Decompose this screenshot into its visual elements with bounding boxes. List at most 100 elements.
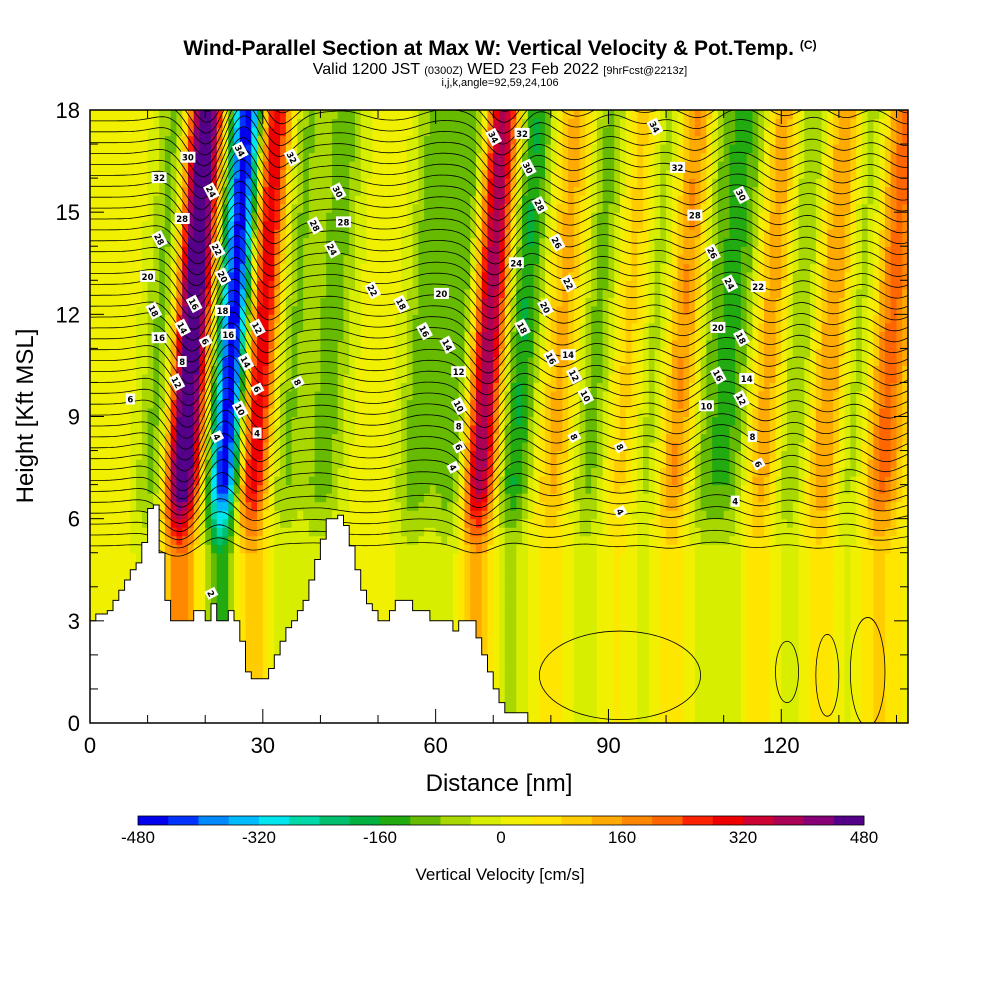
velocity-cell: [314, 246, 322, 256]
velocity-cell: [245, 527, 252, 537]
velocity-cell: [406, 246, 414, 256]
velocity-cell: [216, 220, 224, 230]
velocity-cell: [268, 637, 275, 647]
velocity-cell: [383, 467, 391, 477]
velocity-cell: [360, 501, 368, 511]
velocity-cell: [187, 263, 195, 273]
velocity-cell: [118, 348, 126, 358]
velocity-cell: [141, 433, 149, 443]
velocity-cell: [251, 271, 258, 281]
velocity-cell: [354, 322, 362, 332]
velocity-cell: [107, 331, 114, 341]
velocity-cell: [234, 578, 241, 588]
velocity-cell: [354, 382, 362, 392]
velocity-cell: [187, 603, 195, 613]
velocity-cell: [372, 254, 379, 264]
velocity-cell: [285, 459, 293, 469]
velocity-cell: [331, 288, 339, 298]
velocity-cell: [262, 305, 270, 315]
velocity-cell: [187, 569, 195, 579]
velocity-cell: [262, 467, 270, 477]
velocity-cell: [210, 501, 218, 511]
velocity-cell: [268, 382, 275, 392]
velocity-cell: [354, 152, 362, 162]
velocity-cell: [475, 450, 483, 460]
velocity-cell: [418, 373, 425, 384]
velocity-cell: [274, 646, 281, 656]
velocity-cell: [141, 297, 149, 307]
velocity-cell: [418, 433, 425, 443]
velocity-cell: [164, 425, 172, 435]
velocity-cell: [343, 178, 350, 188]
velocity-cell: [193, 459, 201, 469]
velocity-cell: [297, 603, 304, 613]
velocity-cell: [378, 595, 385, 605]
velocity-cell: [291, 373, 298, 384]
velocity-cell: [193, 373, 201, 384]
velocity-cell: [107, 144, 114, 154]
velocity-cell: [475, 365, 483, 375]
velocity-cell: [314, 450, 322, 460]
velocity-cell: [113, 110, 120, 120]
velocity-cell: [262, 629, 270, 639]
velocity-cell: [285, 407, 293, 418]
velocity-cell: [182, 442, 189, 452]
velocity-cell: [458, 518, 466, 528]
velocity-cell: [481, 518, 489, 528]
velocity-cell: [141, 169, 149, 179]
velocity-cell: [153, 271, 160, 281]
velocity-cell: [349, 314, 356, 324]
velocity-cell: [274, 365, 281, 375]
velocity-cell: [447, 348, 454, 358]
velocity-cell: [372, 425, 379, 435]
velocity-cell: [441, 297, 448, 307]
velocity-cell: [481, 348, 489, 358]
velocity-cell: [216, 399, 224, 409]
velocity-cell: [124, 254, 131, 264]
velocity-cell: [257, 595, 264, 605]
velocity-cell: [441, 476, 448, 486]
velocity-cell: [101, 552, 108, 562]
velocity-cell: [280, 433, 287, 443]
velocity-cell: [239, 586, 247, 596]
velocity-cell: [383, 254, 391, 264]
velocity-cell: [395, 425, 402, 435]
velocity-cell: [107, 365, 114, 375]
velocity-cell: [337, 246, 345, 256]
velocity-cell: [193, 271, 201, 281]
velocity-cell: [90, 407, 97, 418]
velocity-cell: [297, 595, 304, 605]
velocity-cell: [113, 552, 120, 562]
velocity-cell: [297, 314, 304, 324]
velocity-cell: [308, 135, 316, 145]
velocity-cell: [331, 212, 339, 222]
velocity-cell: [90, 501, 97, 511]
velocity-cell: [470, 331, 477, 341]
velocity-cell: [251, 348, 258, 358]
velocity-cell: [130, 382, 137, 392]
velocity-cell: [245, 348, 252, 358]
velocity-cell: [257, 450, 264, 460]
velocity-cell: [90, 365, 97, 375]
velocity-cell: [297, 118, 304, 128]
velocity-cell: [441, 425, 448, 435]
velocity-cell: [95, 425, 103, 435]
velocity-cell: [95, 552, 103, 562]
velocity-cell: [274, 433, 281, 443]
velocity-cell: [153, 339, 160, 349]
velocity-cell: [147, 110, 154, 120]
velocity-cell: [274, 110, 281, 120]
velocity-cell: [331, 229, 339, 239]
velocity-cell: [107, 467, 114, 477]
velocity-cell: [418, 493, 425, 503]
velocity-cell: [245, 280, 252, 290]
velocity-cell: [481, 118, 489, 128]
velocity-cell: [193, 569, 201, 579]
velocity-cell: [435, 348, 442, 358]
velocity-cell: [452, 135, 460, 145]
velocity-cell: [337, 339, 345, 349]
velocity-cell: [101, 237, 108, 247]
velocity-cell: [314, 442, 322, 452]
velocity-cell: [101, 501, 108, 511]
velocity-cell: [366, 186, 373, 196]
